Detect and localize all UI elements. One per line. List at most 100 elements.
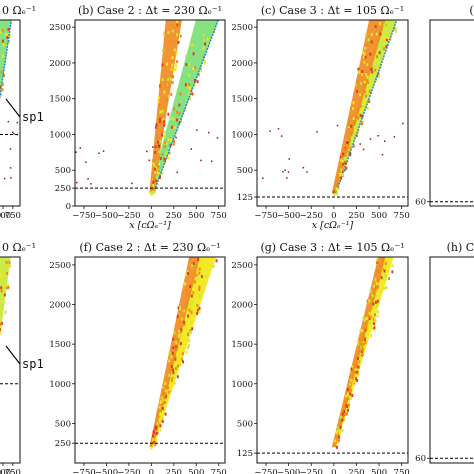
beam-particle	[174, 355, 177, 359]
annotation-label: sp1	[22, 110, 44, 124]
beam-particle	[194, 66, 197, 70]
beam-particle	[364, 94, 367, 98]
panel-g: 125 500 1000 1500 2000 2500 −750 −500 −250 0 250 50…	[231, 241, 409, 474]
beam-particle	[157, 117, 160, 121]
beam-particle	[188, 62, 191, 66]
x-tick-label: 0	[331, 468, 336, 474]
beam-particle	[172, 39, 175, 43]
beam-particle	[357, 342, 360, 346]
beam-particle	[189, 303, 192, 307]
beam-particle	[204, 59, 207, 63]
beam-particle	[343, 168, 346, 172]
beam-particle	[385, 21, 388, 25]
beam-particle	[335, 445, 338, 449]
beam-particle	[159, 175, 162, 179]
beam-particle	[152, 443, 155, 447]
x-tick-label: 500	[188, 211, 204, 221]
beam-particle	[157, 165, 160, 169]
beam-particle	[189, 42, 192, 46]
scatter-point	[9, 167, 12, 169]
x-tick-label: −750	[72, 211, 95, 221]
beam-particle	[361, 73, 364, 77]
beam-particle	[167, 386, 170, 390]
scatter-point	[75, 151, 77, 153]
beam-particle	[185, 63, 188, 67]
beam-particle	[380, 276, 383, 280]
beam-particle	[344, 399, 347, 403]
beam-particle	[155, 432, 158, 436]
beam-particle	[164, 131, 167, 135]
axes-frame-b	[74, 19, 226, 207]
beam-particle	[338, 435, 341, 439]
beam-particle	[335, 431, 338, 435]
beam-particle	[349, 392, 352, 396]
beam-particle	[357, 67, 360, 71]
beam-particle	[357, 130, 360, 134]
beam-particle	[202, 263, 205, 267]
beam-particle	[170, 92, 173, 96]
beam-particle	[357, 371, 360, 375]
scatter-point	[269, 130, 271, 132]
beam-particle	[163, 134, 166, 138]
beam-particle	[369, 321, 372, 325]
beam-particle	[376, 55, 379, 59]
beam-particle	[170, 355, 173, 359]
beam-particle	[345, 412, 348, 416]
x-tick-label: 250	[0, 468, 1, 474]
beam-particle	[379, 263, 382, 267]
beam-particle	[178, 329, 181, 333]
beam-particle	[9, 34, 12, 38]
beam-particle	[172, 376, 175, 380]
beam-particle	[161, 386, 164, 390]
plot-area-g	[331, 257, 394, 449]
beam-particle	[171, 63, 174, 67]
beam-particle	[178, 111, 181, 115]
beam-particle	[183, 282, 186, 286]
beam-particle	[160, 400, 163, 404]
beam-particle	[376, 269, 379, 273]
beam-particle	[339, 431, 342, 435]
beam-particle	[150, 446, 153, 450]
y-tick-label: 1500	[231, 95, 253, 105]
y-tick-label: 250	[55, 184, 71, 194]
beam-particle	[356, 379, 359, 383]
beam-particle	[385, 45, 388, 49]
scatter-point	[287, 171, 290, 173]
beam-particle	[0, 278, 2, 282]
beam-particle	[161, 152, 164, 156]
y-tick-label: 1000	[49, 130, 71, 140]
beam-particle	[155, 125, 158, 129]
beam-particle	[363, 52, 366, 56]
beam-particle	[179, 307, 182, 311]
beam-particle	[360, 353, 363, 357]
beam-particle	[167, 30, 170, 34]
beam-particle	[172, 346, 175, 350]
beam-particle	[350, 142, 353, 146]
beam-particle	[150, 192, 153, 196]
beam-particle	[177, 339, 180, 343]
x-tick-label: 0	[149, 468, 154, 474]
beam-particle	[365, 317, 368, 321]
scatter-point	[11, 131, 14, 134]
beam-particle	[202, 46, 205, 50]
beam-particle	[342, 162, 345, 166]
beam-particle	[369, 52, 372, 56]
beam-particle	[154, 150, 157, 154]
beam-particle	[189, 97, 192, 101]
scatter-point	[369, 138, 372, 140]
beam-particle	[171, 117, 174, 121]
beam-particle	[152, 438, 155, 442]
beam-particle	[183, 320, 186, 324]
beam-particle	[171, 29, 174, 33]
beam-particle	[156, 140, 159, 144]
y-tick-label: 2000	[49, 59, 71, 69]
beam-particle	[173, 107, 176, 111]
beam-particle	[202, 290, 205, 294]
beam-particle	[374, 25, 377, 29]
beam-particle	[384, 262, 387, 266]
panel-title-d: (d	[469, 4, 474, 17]
beam-particle	[205, 274, 208, 278]
beam-particle	[0, 286, 3, 290]
beam-particle	[372, 285, 375, 289]
